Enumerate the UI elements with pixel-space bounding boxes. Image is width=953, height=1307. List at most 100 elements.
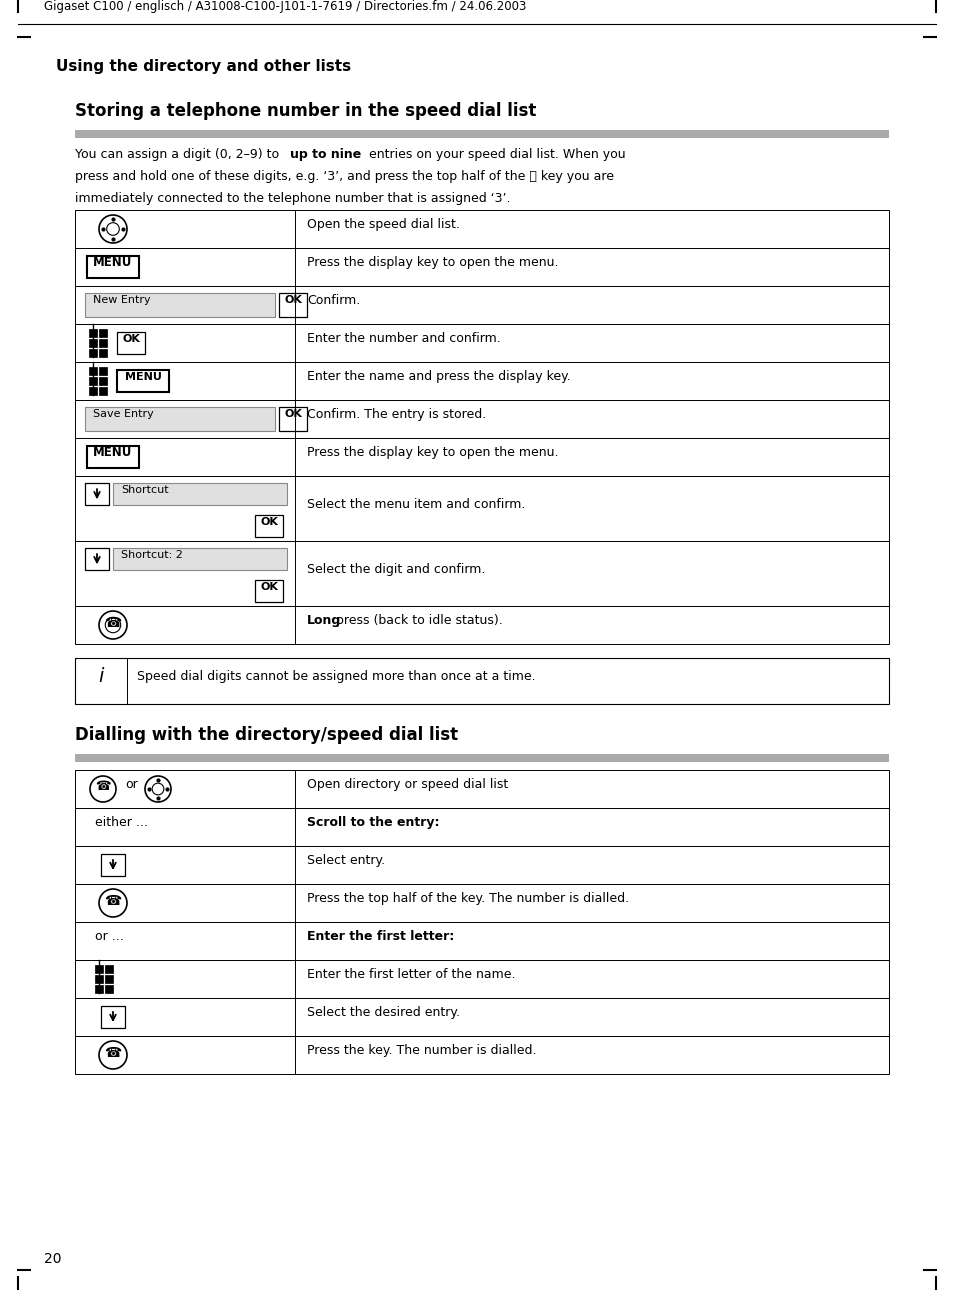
Text: up to nine: up to nine	[290, 148, 361, 161]
Text: press (back to idle status).: press (back to idle status).	[332, 614, 502, 627]
Text: Using the directory and other lists: Using the directory and other lists	[56, 59, 351, 74]
FancyBboxPatch shape	[254, 515, 283, 537]
Text: ☎: ☎	[104, 1046, 121, 1060]
Text: Enter the number and confirm.: Enter the number and confirm.	[307, 332, 500, 345]
Text: Save Entry: Save Entry	[92, 409, 153, 420]
Text: Confirm.: Confirm.	[307, 294, 360, 307]
FancyBboxPatch shape	[99, 349, 107, 357]
FancyBboxPatch shape	[117, 370, 169, 392]
FancyBboxPatch shape	[75, 129, 888, 139]
Text: Press the display key to open the menu.: Press the display key to open the menu.	[307, 256, 558, 269]
FancyBboxPatch shape	[99, 339, 107, 346]
Text: Open directory or speed dial list: Open directory or speed dial list	[307, 778, 508, 791]
Text: Dialling with the directory/speed dial list: Dialling with the directory/speed dial l…	[75, 725, 457, 744]
FancyBboxPatch shape	[95, 975, 103, 983]
FancyBboxPatch shape	[75, 248, 888, 286]
FancyBboxPatch shape	[99, 376, 107, 386]
Text: Press the top half of the key. The number is dialled.: Press the top half of the key. The numbe…	[307, 891, 628, 904]
Text: MENU: MENU	[93, 256, 132, 269]
FancyBboxPatch shape	[105, 975, 112, 983]
FancyBboxPatch shape	[75, 362, 888, 400]
Text: MENU: MENU	[125, 372, 161, 382]
Text: New Entry: New Entry	[92, 295, 151, 305]
FancyBboxPatch shape	[75, 657, 888, 704]
Text: You can assign a digit (0, 2–9) to: You can assign a digit (0, 2–9) to	[75, 148, 283, 161]
FancyBboxPatch shape	[75, 1036, 888, 1074]
FancyBboxPatch shape	[75, 438, 888, 476]
Text: Speed dial digits cannot be assigned more than once at a time.: Speed dial digits cannot be assigned mor…	[137, 670, 535, 684]
FancyBboxPatch shape	[89, 387, 97, 395]
Text: Enter the first letter:: Enter the first letter:	[307, 931, 454, 942]
FancyBboxPatch shape	[95, 985, 103, 993]
Text: Press the key. The number is dialled.: Press the key. The number is dialled.	[307, 1044, 536, 1057]
FancyBboxPatch shape	[75, 999, 888, 1036]
Text: ☎: ☎	[104, 616, 121, 630]
FancyBboxPatch shape	[75, 476, 888, 541]
FancyBboxPatch shape	[75, 210, 888, 248]
FancyBboxPatch shape	[105, 985, 112, 993]
Text: or ...: or ...	[95, 931, 124, 942]
Text: MENU: MENU	[93, 447, 132, 460]
FancyBboxPatch shape	[278, 293, 307, 318]
Text: Open the speed dial list.: Open the speed dial list.	[307, 218, 459, 231]
FancyBboxPatch shape	[75, 884, 888, 921]
FancyBboxPatch shape	[89, 376, 97, 386]
Text: Select entry.: Select entry.	[307, 853, 385, 867]
Text: immediately connected to the telephone number that is assigned ‘3’.: immediately connected to the telephone n…	[75, 192, 510, 205]
Text: entries on your speed dial list. When you: entries on your speed dial list. When yo…	[365, 148, 625, 161]
FancyBboxPatch shape	[75, 541, 888, 606]
FancyBboxPatch shape	[89, 367, 97, 375]
Text: Storing a telephone number in the speed dial list: Storing a telephone number in the speed …	[75, 102, 536, 120]
Text: Select the desired entry.: Select the desired entry.	[307, 1006, 459, 1019]
FancyBboxPatch shape	[75, 754, 888, 762]
FancyBboxPatch shape	[89, 329, 97, 337]
FancyBboxPatch shape	[112, 548, 287, 570]
Text: OK: OK	[284, 409, 301, 420]
FancyBboxPatch shape	[101, 853, 125, 876]
Text: 20: 20	[44, 1252, 61, 1266]
Text: Scroll to the entry:: Scroll to the entry:	[307, 816, 439, 829]
FancyBboxPatch shape	[87, 256, 139, 278]
Text: OK: OK	[122, 335, 140, 344]
Text: Enter the first letter of the name.: Enter the first letter of the name.	[307, 968, 515, 982]
Text: ☎: ☎	[104, 894, 121, 908]
FancyBboxPatch shape	[85, 293, 274, 318]
FancyBboxPatch shape	[99, 387, 107, 395]
Text: OK: OK	[284, 295, 301, 305]
FancyBboxPatch shape	[87, 446, 139, 468]
FancyBboxPatch shape	[85, 548, 109, 570]
FancyBboxPatch shape	[75, 770, 888, 808]
FancyBboxPatch shape	[112, 484, 287, 506]
Text: either ...: either ...	[95, 816, 148, 829]
FancyBboxPatch shape	[75, 808, 888, 846]
Text: ☎: ☎	[95, 780, 111, 793]
FancyBboxPatch shape	[75, 846, 888, 884]
FancyBboxPatch shape	[101, 1006, 125, 1029]
FancyBboxPatch shape	[85, 406, 274, 431]
Text: Select the menu item and confirm.: Select the menu item and confirm.	[307, 498, 525, 511]
Text: Gigaset C100 / englisch / A31008-C100-J101-1-7619 / Directories.fm / 24.06.2003: Gigaset C100 / englisch / A31008-C100-J1…	[44, 0, 526, 13]
FancyBboxPatch shape	[254, 580, 283, 603]
FancyBboxPatch shape	[117, 332, 145, 354]
Text: Press the display key to open the menu.: Press the display key to open the menu.	[307, 446, 558, 459]
FancyBboxPatch shape	[89, 349, 97, 357]
FancyBboxPatch shape	[99, 329, 107, 337]
FancyBboxPatch shape	[85, 484, 109, 506]
FancyBboxPatch shape	[89, 339, 97, 346]
Text: Enter the name and press the display key.: Enter the name and press the display key…	[307, 370, 570, 383]
Text: or: or	[125, 779, 137, 792]
Text: i: i	[98, 667, 104, 685]
Text: OK: OK	[260, 518, 277, 527]
Text: press and hold one of these digits, e.g. ‘3’, and press the top half of the ⓠ ke: press and hold one of these digits, e.g.…	[75, 170, 614, 183]
FancyBboxPatch shape	[75, 961, 888, 999]
FancyBboxPatch shape	[278, 406, 307, 431]
FancyBboxPatch shape	[75, 286, 888, 324]
Text: Confirm. The entry is stored.: Confirm. The entry is stored.	[307, 408, 486, 421]
Text: Select the digit and confirm.: Select the digit and confirm.	[307, 562, 485, 575]
FancyBboxPatch shape	[95, 965, 103, 972]
FancyBboxPatch shape	[105, 965, 112, 972]
FancyBboxPatch shape	[75, 400, 888, 438]
Text: Shortcut: Shortcut	[121, 485, 169, 495]
Text: Shortcut: 2: Shortcut: 2	[121, 550, 183, 561]
FancyBboxPatch shape	[75, 606, 888, 644]
